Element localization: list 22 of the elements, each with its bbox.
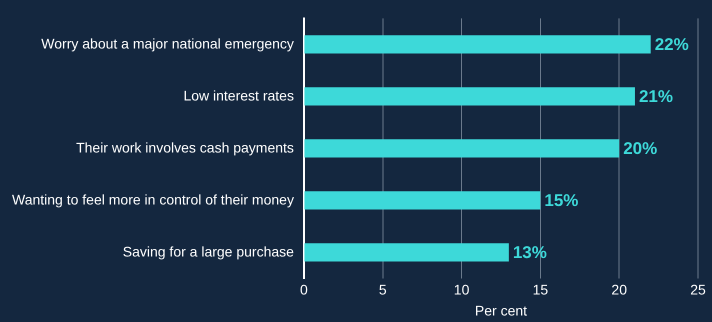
y-tick-label: Saving for a large purchase <box>122 243 294 260</box>
x-tick-label: 0 <box>300 282 308 298</box>
x-tick-label: 20 <box>611 282 628 298</box>
data-label: 20% <box>623 139 658 158</box>
y-tick-label: Low interest rates <box>183 87 294 104</box>
x-axis-title: Per cent <box>474 302 528 318</box>
x-tick-label: 5 <box>378 282 387 298</box>
y-tick-label: Wanting to feel more in control of their money <box>12 191 294 208</box>
bar <box>304 139 620 158</box>
x-tick-label: 10 <box>454 282 470 298</box>
data-label: 22% <box>654 35 689 54</box>
data-label: 21% <box>638 87 673 106</box>
x-tick-label: 25 <box>690 282 706 298</box>
bar <box>304 243 509 262</box>
data-label: 13% <box>512 243 547 262</box>
bar <box>304 35 651 54</box>
data-label: 15% <box>544 191 578 210</box>
bar <box>304 87 635 106</box>
x-tick-label: 15 <box>532 282 548 298</box>
y-tick-label: Worry about a major national emergency <box>41 35 294 52</box>
bar <box>304 191 540 210</box>
y-tick-label: Their work involves cash payments <box>76 139 294 156</box>
